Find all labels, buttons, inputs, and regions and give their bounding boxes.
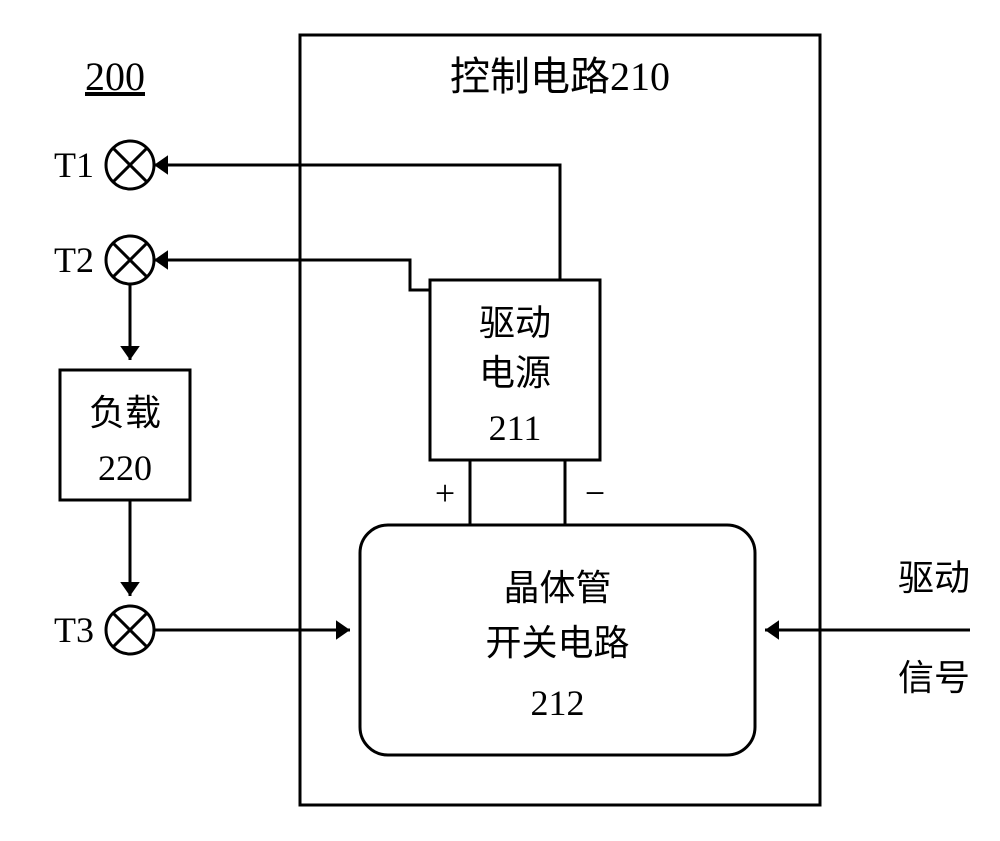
transistor-switch-line1: 晶体管 bbox=[503, 568, 611, 608]
drive-power-line1: 驱动 bbox=[479, 303, 551, 343]
transistor-switch-ref: 212 bbox=[531, 683, 585, 723]
arrow-head bbox=[120, 582, 140, 596]
terminal-label-t3: T3 bbox=[54, 610, 94, 650]
control-circuit-label: 控制电路210 bbox=[450, 54, 670, 99]
figure-ref: 200 bbox=[85, 54, 145, 99]
arrow-head bbox=[154, 250, 168, 270]
load-line1: 负载 bbox=[89, 393, 161, 433]
load-ref: 220 bbox=[98, 448, 152, 488]
terminal-label-t2: T2 bbox=[54, 240, 94, 280]
polarity-minus: − bbox=[585, 473, 605, 513]
terminal-t2 bbox=[106, 236, 154, 284]
drive-signal-label-1: 驱动 bbox=[898, 558, 970, 598]
transistor-switch-line2: 开关电路 bbox=[485, 623, 629, 663]
terminal-t1 bbox=[106, 141, 154, 189]
drive-signal-label-2: 信号 bbox=[898, 658, 970, 698]
drive-power-ref: 211 bbox=[489, 408, 542, 448]
terminal-label-t1: T1 bbox=[54, 145, 94, 185]
polarity-plus: + bbox=[435, 473, 455, 513]
arrow-head bbox=[120, 346, 140, 360]
terminal-t3 bbox=[106, 606, 154, 654]
drive-power-line2: 电源 bbox=[479, 353, 551, 393]
arrow-head bbox=[154, 155, 168, 175]
